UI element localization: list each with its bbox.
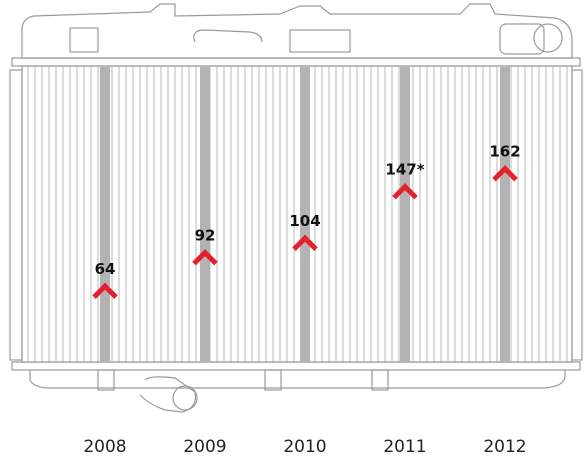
category-label: 2010 <box>283 437 326 457</box>
bottom-tank <box>29 370 566 389</box>
stripe <box>100 67 110 362</box>
top-tank <box>21 3 573 59</box>
stripe <box>500 67 510 362</box>
cap <box>533 23 563 53</box>
outlet-pipe <box>139 376 197 413</box>
value-label: 104 <box>289 212 320 230</box>
stripe <box>400 67 410 362</box>
bottom-rail <box>11 361 581 371</box>
category-label: 2008 <box>83 437 126 457</box>
chevron-marker <box>192 249 218 266</box>
bracket <box>289 29 351 53</box>
outlet <box>172 385 198 411</box>
side-tank <box>9 69 23 361</box>
category-label: 2011 <box>383 437 426 457</box>
bracket <box>97 369 115 391</box>
bracket <box>69 27 99 53</box>
value-label: 147* <box>385 161 424 179</box>
value-label: 64 <box>95 260 116 278</box>
chevron-marker <box>92 282 118 299</box>
top-rail <box>11 57 581 67</box>
category-label: 2009 <box>183 437 226 457</box>
value-label: 92 <box>195 227 216 245</box>
highlight-stripes <box>100 67 510 362</box>
chevron-marker <box>492 165 518 182</box>
chevron-marker <box>392 183 418 200</box>
bracket <box>371 369 389 391</box>
side-tank <box>571 69 583 361</box>
hose-neck <box>193 29 263 43</box>
stripe <box>300 67 310 362</box>
category-label: 2012 <box>483 437 526 457</box>
stripe <box>200 67 210 362</box>
bracket <box>264 369 282 391</box>
value-label: 162 <box>489 143 520 161</box>
chevron-marker <box>292 234 318 251</box>
radiator <box>9 3 583 413</box>
markers: 2008 64 2009 92 2010 104 2011 147* 2012 162 <box>83 143 526 457</box>
cap <box>499 23 545 55</box>
